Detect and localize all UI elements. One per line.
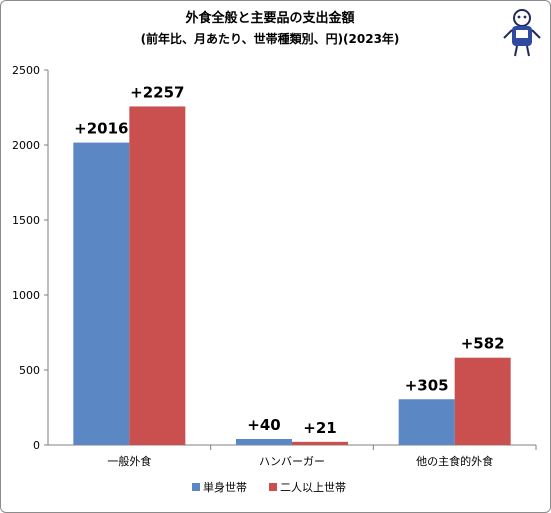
x-tick-label: ハンバーガー (259, 455, 325, 468)
data-label: +40 (247, 416, 280, 434)
bar (73, 142, 130, 445)
bar (292, 441, 348, 445)
bar (454, 357, 511, 445)
data-label: +2257 (130, 83, 184, 101)
chart-title: 外食全般と主要品の支出金額 (185, 11, 355, 26)
legend-swatch (192, 483, 200, 491)
bar (129, 106, 186, 445)
chart-subtitle: (前年比、月あたり、世帯種類別、円)(2023年) (140, 32, 400, 46)
data-label: +21 (303, 419, 336, 437)
legend-swatch (269, 483, 277, 491)
data-label: +582 (461, 335, 505, 353)
legend-label: 二人以上世帯 (280, 481, 346, 494)
y-tick-label: 2500 (12, 64, 40, 77)
data-label: +2016 (74, 120, 128, 138)
y-tick-label: 1500 (12, 214, 40, 227)
mascot-icon (503, 9, 541, 57)
y-tick-label: 0 (33, 439, 40, 452)
data-label: +305 (405, 376, 449, 394)
bar (236, 439, 292, 445)
y-tick-label: 500 (19, 364, 40, 377)
x-tick-label: 一般外食 (107, 454, 151, 468)
x-tick-label: 他の主食的外食 (416, 454, 493, 468)
bar (398, 399, 455, 445)
y-tick-label: 1000 (12, 289, 40, 302)
legend-label: 単身世帯 (203, 480, 247, 494)
y-tick-label: 2000 (12, 139, 40, 152)
